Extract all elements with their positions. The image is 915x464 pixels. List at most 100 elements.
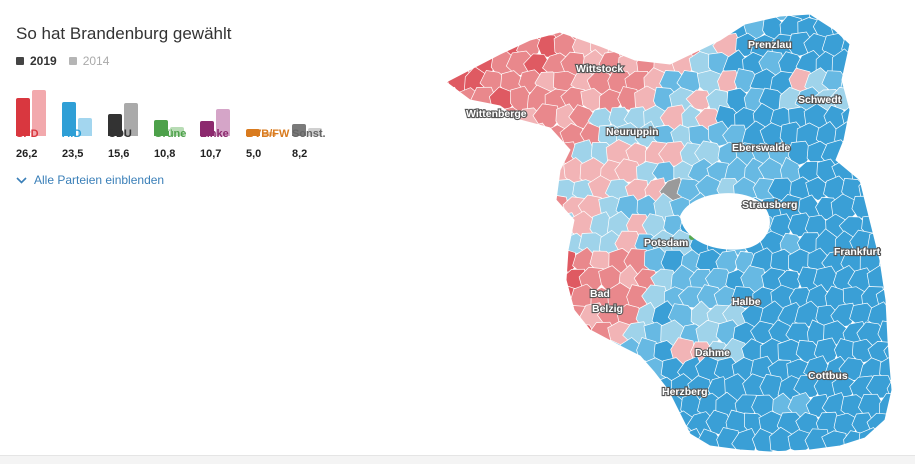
- municipality-cell: [571, 355, 596, 382]
- city-label: Frankfurt: [834, 246, 881, 258]
- municipality-cell: [473, 229, 497, 256]
- municipality-cell: [571, 430, 596, 452]
- municipality-cell: [564, 410, 590, 437]
- municipality-cell: [482, 249, 510, 276]
- bar-2019: [108, 113, 122, 136]
- municipality-cell: [463, 211, 489, 242]
- municipality-cell: [546, 412, 572, 437]
- municipality-cell: [507, 15, 536, 40]
- municipality-cell: [446, 177, 469, 204]
- municipality-cell: [515, 14, 544, 22]
- municipality-cell: [876, 215, 892, 238]
- municipality-cell: [878, 247, 892, 275]
- municipality-cell: [553, 395, 579, 421]
- municipality-cell: [452, 268, 478, 292]
- municipality-cell: [481, 139, 507, 168]
- party-name: BVB/FW: [246, 128, 290, 140]
- municipality-cell: [498, 177, 528, 204]
- municipality-cell: [455, 231, 479, 256]
- municipality-cell: [524, 161, 553, 184]
- municipality-cell: [587, 357, 616, 384]
- municipality-cell: [534, 215, 564, 241]
- party-value: 8,2: [292, 148, 308, 160]
- municipality-cell: [463, 394, 487, 421]
- municipality-cell: [659, 14, 687, 23]
- city-label: Wittstock: [576, 63, 623, 75]
- municipality-cell: [471, 302, 499, 330]
- municipality-cell: [492, 158, 514, 185]
- party-value: 10,7: [200, 148, 222, 160]
- municipality-cell: [887, 409, 892, 438]
- municipality-cell: [453, 158, 482, 187]
- municipality-cell: [501, 282, 526, 309]
- municipality-cell: [446, 33, 470, 59]
- municipality-cell: [876, 14, 892, 25]
- municipality-cell: [489, 232, 517, 258]
- municipality-cell: [453, 409, 479, 436]
- municipality-cell: [446, 248, 470, 277]
- municipality-cell: [462, 322, 488, 349]
- municipality-cell: [446, 107, 456, 131]
- berlin-area: [680, 193, 770, 250]
- municipality-cell: [500, 143, 527, 167]
- show-all-parties-toggle[interactable]: Alle Parteien einblenden: [16, 173, 164, 187]
- municipality-cell: [560, 338, 587, 366]
- municipality-cell: [888, 85, 892, 112]
- municipality-cell: [517, 176, 544, 203]
- bar-2019: [16, 98, 30, 136]
- municipality-cell: [644, 14, 669, 24]
- municipality-cell: [843, 139, 865, 168]
- municipality-cell: [446, 355, 455, 385]
- municipality-cell: [856, 104, 884, 129]
- municipality-cell: [599, 412, 624, 439]
- city-label: Belzig: [592, 303, 623, 315]
- party-name: SPD: [16, 128, 39, 140]
- municipality-cell: [570, 323, 596, 348]
- municipality-cell: [518, 286, 545, 310]
- municipality-cell: [536, 283, 562, 314]
- municipality-cell: [446, 411, 460, 435]
- municipality-cell: [446, 321, 452, 348]
- legend-label-previous: 2014: [82, 54, 110, 68]
- municipality-cell: [505, 124, 535, 151]
- bar-2019: [292, 124, 306, 136]
- municipality-cell: [868, 51, 892, 80]
- party-value: 5,0: [246, 148, 262, 160]
- party-0: SPD 26,2: [16, 76, 60, 166]
- municipality-cell: [875, 427, 892, 452]
- municipality-cell: [867, 14, 892, 42]
- bar-2014: [216, 109, 230, 136]
- municipality-cell: [526, 232, 552, 257]
- municipality-cell: [516, 321, 543, 345]
- municipality-cell: [651, 411, 679, 438]
- municipality-cell: [528, 268, 553, 293]
- municipality-cell: [465, 142, 489, 169]
- municipality-cell: [572, 394, 598, 422]
- party-3: Grüne 10,8: [154, 76, 198, 166]
- municipality-cell: [613, 15, 641, 41]
- municipality-cell: [472, 373, 497, 402]
- municipality-cell: [507, 266, 534, 294]
- municipality-cell: [510, 410, 534, 439]
- municipality-cell: [446, 282, 454, 314]
- municipality-cell: [473, 409, 498, 438]
- bar-2014: [262, 132, 276, 136]
- municipality-cell: [694, 14, 725, 24]
- municipality-cell: [658, 33, 686, 58]
- city-label: Eberswalde: [732, 142, 791, 154]
- municipality-cell: [453, 193, 480, 224]
- municipality-cell: [446, 141, 455, 166]
- municipality-cell: [535, 140, 561, 168]
- municipality-cell: [517, 248, 543, 277]
- municipality-cell: [599, 339, 623, 367]
- municipality-cell: [481, 175, 508, 203]
- municipality-cell: [547, 302, 571, 328]
- municipality-cell: [446, 197, 462, 219]
- municipality-cell: [867, 88, 892, 112]
- municipality-cell: [446, 159, 462, 185]
- party-value: 10,8: [154, 148, 176, 160]
- city-label: Potsdam: [644, 237, 688, 249]
- party-name: CDU: [108, 128, 132, 140]
- municipality-cell: [650, 14, 677, 44]
- municipality-cell: [446, 14, 470, 23]
